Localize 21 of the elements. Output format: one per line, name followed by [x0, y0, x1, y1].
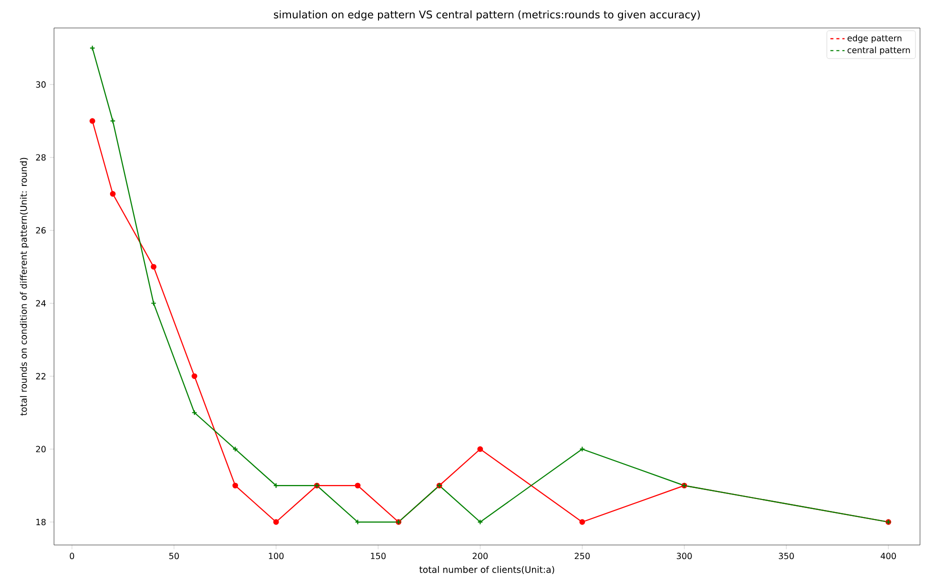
y-tick-label: 20: [36, 446, 46, 452]
x-tick-label: 200: [472, 552, 488, 560]
x-tick-label: 0: [70, 552, 74, 560]
y-tick-label: 30: [36, 81, 46, 88]
x-tick-label: 400: [880, 552, 896, 560]
y-tick-label: 26: [36, 227, 46, 234]
x-tick-label: 250: [574, 552, 590, 560]
x-tick-label: 50: [169, 552, 179, 560]
y-tick-label: 24: [36, 300, 46, 306]
legend-label: central pattern: [848, 46, 910, 55]
y-tick-label: 18: [36, 518, 46, 526]
x-tick-label: 150: [370, 552, 386, 560]
x-tick-label: 100: [268, 552, 284, 560]
y-axis-title: total rounds on condition of different pattern(Unit: round): [20, 158, 29, 416]
legend-label: edge pattern: [848, 34, 902, 43]
x-tick-label: 350: [778, 552, 794, 560]
y-tick-label: 22: [36, 373, 46, 380]
chart-title: simulation on edge pattern VS central pattern (metrics:rounds to given accuracy): [274, 10, 700, 20]
x-tick-label: 300: [676, 552, 692, 560]
y-tick-label: 28: [36, 154, 46, 161]
x-axis-title: total number of clients(Unit:a): [419, 566, 554, 574]
